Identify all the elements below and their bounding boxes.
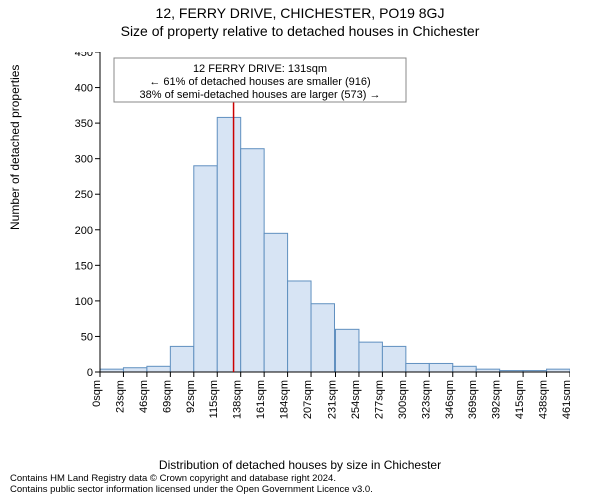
footer-line-2: Contains public sector information licen… xyxy=(10,485,373,496)
y-tick-label: 300 xyxy=(75,154,93,166)
x-tick-label: 115sqm xyxy=(208,380,220,418)
histogram-bar xyxy=(359,342,382,372)
x-tick-label: 300sqm xyxy=(397,380,409,419)
x-tick-label: 461sqm xyxy=(561,380,570,419)
x-tick-label: 161sqm xyxy=(255,380,267,419)
histogram-bar xyxy=(264,233,287,372)
y-tick-label: 400 xyxy=(75,83,93,95)
histogram-bar xyxy=(429,363,452,372)
y-axis-label: Number of detached properties xyxy=(8,65,22,230)
x-tick-label: 277sqm xyxy=(373,380,385,419)
x-tick-label: 438sqm xyxy=(538,380,550,419)
x-tick-label: 69sqm xyxy=(161,380,173,413)
annotation-line: 12 FERRY DRIVE: 131sqm xyxy=(193,63,327,75)
y-tick-label: 50 xyxy=(81,331,93,343)
y-tick-label: 350 xyxy=(75,118,93,130)
histogram-bar xyxy=(406,363,429,372)
annotation-line: 38% of semi-detached houses are larger (… xyxy=(140,89,381,101)
histogram-bar xyxy=(382,346,405,372)
x-tick-label: 46sqm xyxy=(138,380,150,413)
histogram-bar xyxy=(241,149,264,372)
x-tick-label: 392sqm xyxy=(491,380,503,419)
y-tick-label: 100 xyxy=(75,296,93,308)
page-address-title: 12, FERRY DRIVE, CHICHESTER, PO19 8GJ xyxy=(0,4,600,22)
x-axis-label: Distribution of detached houses by size … xyxy=(0,458,600,472)
x-tick-label: 207sqm xyxy=(302,380,314,419)
histogram-bar xyxy=(311,304,334,372)
page-subtitle: Size of property relative to detached ho… xyxy=(0,22,600,40)
histogram-chart: 0 50 100 150 200 250 300 350 400 450 0sqm 23sqm 46sq… xyxy=(60,52,570,422)
y-tick-label: 0 xyxy=(87,367,93,379)
chart-svg: 0 50 100 150 200 250 300 350 400 450 0sqm 23sqm 46sq… xyxy=(60,52,570,422)
histogram-bar xyxy=(194,166,217,372)
histogram-bar xyxy=(170,346,193,372)
y-tick-label: 200 xyxy=(75,225,93,237)
histogram-bar xyxy=(217,117,240,372)
y-tick-label: 150 xyxy=(75,260,93,272)
x-tick-label: 23sqm xyxy=(114,380,126,413)
histogram-bar xyxy=(453,366,476,372)
histogram-bar xyxy=(123,368,146,372)
footer-attribution: Contains HM Land Registry data © Crown c… xyxy=(10,474,373,496)
y-tick-label: 250 xyxy=(75,189,93,201)
x-tick-label: 92sqm xyxy=(185,380,197,413)
x-tick-label: 184sqm xyxy=(279,380,291,419)
x-tick-label: 138sqm xyxy=(232,380,244,419)
x-tick-label: 254sqm xyxy=(350,380,362,419)
histogram-bar xyxy=(147,366,170,372)
x-tick-label: 415sqm xyxy=(514,380,526,419)
x-tick-label: 323sqm xyxy=(420,380,432,419)
annotation-line: ← 61% of detached houses are smaller (91… xyxy=(149,76,370,88)
x-tick-label: 231sqm xyxy=(327,380,339,419)
x-tick-label: 369sqm xyxy=(467,380,479,419)
histogram-bar xyxy=(288,281,311,372)
histogram-bar xyxy=(336,329,359,372)
x-tick-label: 0sqm xyxy=(91,380,103,407)
y-tick-label: 450 xyxy=(75,52,93,59)
x-tick-label: 346sqm xyxy=(444,380,456,419)
